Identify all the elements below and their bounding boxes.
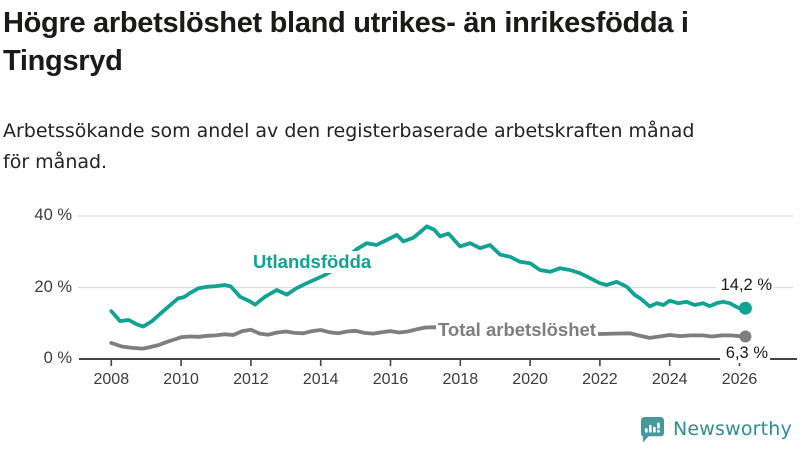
chart-subtitle-line2: för månad. <box>3 151 108 173</box>
y-tick-label-0: 0 % <box>43 349 72 367</box>
brand-footer: Newsworthy <box>639 414 792 444</box>
series-end-dot-0 <box>738 301 752 315</box>
page-title: Högre arbetslöshet bland utrikes- än inr… <box>3 4 797 80</box>
brand-name: Newsworthy <box>672 418 792 440</box>
series-line-1 <box>109 325 748 351</box>
x-tick-label-2020: 2020 <box>512 371 548 388</box>
x-tick-label-2022: 2022 <box>582 371 618 388</box>
y-tick-label-20: 20 % <box>34 277 72 296</box>
x-tick-label-2014: 2014 <box>302 371 339 388</box>
series-label-total-arbetsloshet: Total arbetslöshet <box>436 319 598 341</box>
page-title-line2: Tingsryd <box>3 45 123 77</box>
chart-subtitle: Arbetssökande som andel av den registerb… <box>3 116 797 178</box>
x-tick-label-2016: 2016 <box>372 371 409 388</box>
x-tick-label-2024: 2024 <box>651 371 688 388</box>
y-tick-label-40: 40 % <box>34 206 72 224</box>
series-end-dot-1 <box>739 330 752 343</box>
x-tick-label-2018: 2018 <box>442 371 479 388</box>
x-tick-label-2026: 2026 <box>721 371 758 388</box>
end-value-label-utlandsfodda: 14,2 % <box>716 276 774 295</box>
newsworthy-logo-icon <box>640 416 665 443</box>
series-label-utlandsfodda: Utlandsfödda <box>251 251 374 273</box>
page-title-line1: Högre arbetslöshet bland utrikes- än inr… <box>3 7 689 39</box>
series-line-0 <box>109 224 748 329</box>
mini-bar-chart-glyph <box>644 421 660 433</box>
x-tick-label-2012: 2012 <box>233 371 269 388</box>
x-tick-label-2010: 2010 <box>163 371 199 388</box>
end-value-label-total-arbetsloshet: 6,3 % <box>720 344 770 363</box>
chart-subtitle-line1: Arbetssökande som andel av den registerb… <box>3 120 695 142</box>
x-tick-label-2008: 2008 <box>93 371 130 388</box>
